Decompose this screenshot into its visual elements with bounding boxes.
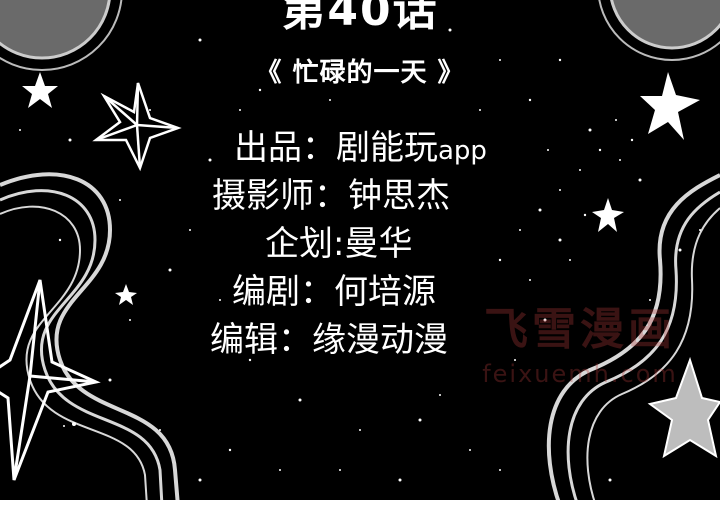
silver-star-icon (647, 356, 720, 459)
credit-value: 曼华 (344, 224, 413, 264)
star-dust (19, 28, 701, 482)
credit-value: 剧能玩 (336, 128, 438, 168)
white-star-icon (22, 72, 700, 305)
watermark: 飞雪漫画 feixuemh.com (455, 300, 705, 420)
credit-line-screenwriter: 编剧：何培源 (232, 272, 436, 312)
glitter-circle-right (598, 0, 720, 61)
credit-value: 何培源 (334, 272, 436, 312)
chapter-subtitle: 《 忙碌的一天 》 (255, 58, 465, 88)
credit-label: 出品： (234, 128, 336, 168)
credit-line-planner: 企划:曼华 (265, 224, 412, 264)
outline-star-large-icon (0, 279, 101, 481)
credit-label: 编剧： (232, 272, 334, 312)
watermark-sub: feixuemh.com (482, 360, 678, 388)
credit-value: 缘漫动漫 (312, 320, 448, 360)
outline-star-icon (92, 82, 182, 172)
credit-value: 钟思杰 (348, 176, 450, 216)
bottom-strip (0, 500, 720, 506)
credit-suffix: app (438, 136, 487, 166)
glitter-circle-left (0, 0, 123, 71)
credit-label: 企划: (265, 224, 345, 264)
wavy-ribbon-left (0, 172, 180, 506)
credit-label: 摄影师： (212, 176, 348, 216)
wavy-ribbon-right (546, 173, 720, 506)
credit-line-producer: 出品：剧能玩app (234, 128, 487, 171)
credit-line-editor: 编辑：缘漫动漫 (210, 320, 448, 360)
credit-line-photographer: 摄影师：钟思杰 (212, 176, 450, 216)
credit-label: 编辑： (210, 320, 312, 360)
chapter-title: 第40话 (281, 0, 439, 36)
watermark-main: 飞雪漫画 (484, 304, 676, 355)
